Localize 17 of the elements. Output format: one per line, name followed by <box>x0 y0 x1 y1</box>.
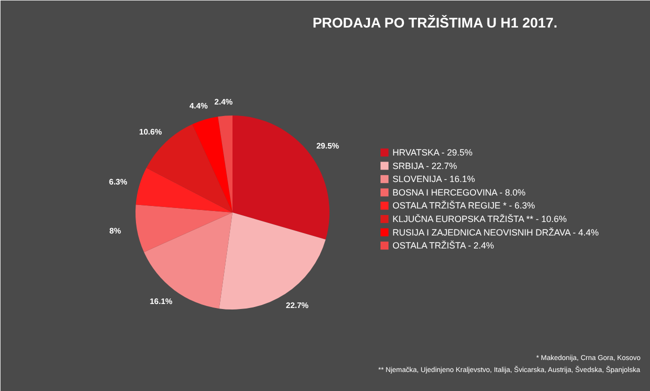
legend-label: OSTALA TRŽIŠTA REGIJE * - 6.3% <box>392 200 536 211</box>
data-label: 4.4% <box>189 102 208 111</box>
chart-title: PRODAJA PO TRŽIŠTIMA U H1 2017. <box>312 14 558 30</box>
data-label: 22.7% <box>286 301 309 310</box>
legend-label: SLOVENIJA - 16.1% <box>392 174 476 184</box>
data-label: 10.6% <box>139 128 162 137</box>
data-label: 16.1% <box>150 296 172 306</box>
legend-label: BOSNA I HERCEGOVINA - 8.0% <box>392 187 526 198</box>
data-label: 6.3% <box>109 177 128 186</box>
data-label: 8% <box>109 226 121 236</box>
data-label: 2.4% <box>214 97 233 106</box>
legend-label: KLJUČNA EUROPSKA TRŽIŠTA ** - 10.6% <box>392 214 567 224</box>
legend-label: HRVATSKA - 29.5% <box>392 148 473 158</box>
legend-label: RUSIJA I ZAJEDNICA NEOVISNIH DRŽAVA - 4.4% <box>392 227 599 238</box>
data-label: 29.5% <box>316 141 340 150</box>
legend-label: SRBIJA - 22.7% <box>392 160 458 171</box>
legend-label: OSTALA TRŽIŠTA - 2.4% <box>392 240 494 251</box>
